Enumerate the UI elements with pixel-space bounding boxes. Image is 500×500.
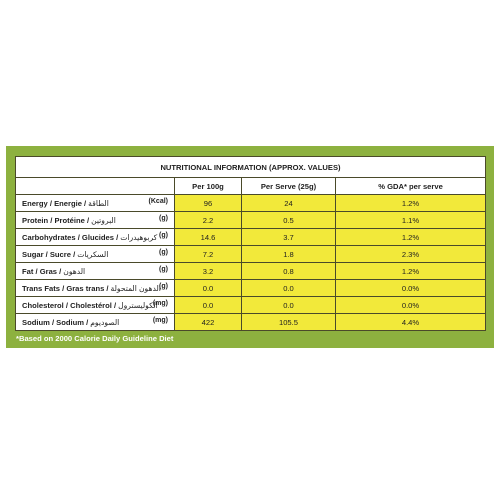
nutrient-arabic: الصوديوم — [90, 317, 120, 327]
table-row: Fat / Gras / الدهون (g) 3.2 0.8 1.2% — [15, 262, 487, 280]
nutrition-table: NUTRITIONAL INFORMATION (APPROX. VALUES)… — [14, 156, 487, 331]
header-per-serve: Per Serve (25g) — [241, 177, 336, 195]
value-per-100g: 422 — [174, 313, 242, 331]
nutrition-panel: NUTRITIONAL INFORMATION (APPROX. VALUES)… — [6, 146, 494, 348]
nutrient-unit: (g) — [159, 266, 168, 273]
value-per-100g: 3.2 — [174, 262, 242, 280]
header-row: Per 100g Per Serve (25g) % GDA* per serv… — [15, 177, 487, 195]
value-gda: 0.0% — [334, 296, 487, 314]
nutrient-unit: (g) — [159, 232, 168, 239]
nutrient-label: Fat / Gras / — [22, 266, 62, 276]
table-row: Carbohydrates / Glucides / كربوهيدرات (g) 1… — [15, 228, 487, 246]
value-per-serve: 105.5 — [241, 313, 336, 331]
nutrient-label: Sugar / Sucre / — [22, 249, 76, 259]
nutrient-label: Sodium / Sodium / — [22, 317, 89, 327]
nutrient-arabic: كربوهيدرات — [120, 232, 158, 242]
nutrient-label: Protein / Protéine / — [22, 215, 90, 225]
value-per-serve: 0.8 — [241, 262, 336, 280]
table-row: Trans Fats / Gras trans / الدهون المتحولة… — [15, 279, 487, 297]
table-row: Protein / Protéine / البروتين (g) 2.2 0.5 1.1… — [15, 211, 487, 229]
value-gda: 0.0% — [334, 279, 487, 297]
nutrient-arabic: الدهون — [63, 266, 86, 276]
nutrient-name: Fat / Gras / الدهون (g) — [15, 262, 175, 280]
nutrient-label: Trans Fats / Gras trans / — [22, 283, 109, 293]
value-gda: 2.3% — [334, 245, 487, 263]
nutrient-unit: (Kcal) — [148, 198, 168, 205]
nutrient-name: Carbohydrates / Glucides / كربوهيدرات (g) — [15, 228, 175, 246]
nutrient-arabic: الدهون المتحولة — [110, 283, 161, 293]
value-per-serve: 3.7 — [241, 228, 336, 246]
nutrient-label: Carbohydrates / Glucides / — [22, 232, 119, 242]
value-per-100g: 2.2 — [174, 211, 242, 229]
nutrient-unit: (mg) — [152, 300, 168, 307]
value-gda: 4.4% — [334, 313, 487, 331]
value-per-serve: 0.0 — [241, 296, 336, 314]
value-gda: 1.1% — [334, 211, 487, 229]
nutrient-unit: (g) — [159, 249, 168, 256]
table-row: Sodium / Sodium / الصوديوم (mg) 422 105.5 4.4… — [15, 313, 487, 331]
nutrient-name: Sodium / Sodium / الصوديوم (mg) — [15, 313, 175, 331]
nutrient-name: Sugar / Sucre / السكريات (g) — [15, 245, 175, 263]
nutrient-name: Cholesterol / Cholestérol / الكوليسترول (m… — [15, 296, 175, 314]
table-title: NUTRITIONAL INFORMATION (APPROX. VALUES) — [14, 156, 487, 178]
header-gda: % GDA* per serve — [334, 177, 487, 195]
nutrient-arabic: الطاقة — [88, 198, 109, 208]
value-per-100g: 96 — [174, 194, 242, 212]
nutrient-unit: (g) — [159, 283, 168, 290]
value-per-serve: 24 — [241, 194, 336, 212]
nutrient-arabic: السكريات — [77, 249, 109, 259]
table-row: Energy / Energie / الطاقة (Kcal) 96 24 1.2% — [15, 194, 487, 212]
nutrient-label: Cholesterol / Cholestérol / — [22, 300, 117, 310]
title-row: NUTRITIONAL INFORMATION (APPROX. VALUES) — [14, 156, 487, 178]
value-per-100g: 0.0 — [174, 279, 242, 297]
nutrient-arabic: الكوليسترول — [118, 300, 158, 310]
nutrient-name: Trans Fats / Gras trans / الدهون المتحولة… — [15, 279, 175, 297]
value-per-100g: 0.0 — [174, 296, 242, 314]
footnote: *Based on 2000 Calorie Daily Guideline D… — [16, 334, 174, 343]
nutrient-name: Protein / Protéine / البروتين (g) — [15, 211, 175, 229]
table-row: Cholesterol / Cholestérol / الكوليسترول (m… — [15, 296, 487, 314]
header-per-100g: Per 100g — [174, 177, 242, 195]
value-per-serve: 1.8 — [241, 245, 336, 263]
nutrient-unit: (mg) — [152, 317, 168, 324]
header-blank — [15, 177, 175, 195]
value-per-100g: 14.6 — [174, 228, 242, 246]
value-gda: 1.2% — [334, 228, 487, 246]
nutrient-rows: Energy / Energie / الطاقة (Kcal) 96 24 1.2% Pr… — [15, 194, 487, 331]
value-per-100g: 7.2 — [174, 245, 242, 263]
value-per-serve: 0.5 — [241, 211, 336, 229]
nutrient-unit: (g) — [159, 215, 168, 222]
value-per-serve: 0.0 — [241, 279, 336, 297]
table-row: Sugar / Sucre / السكريات (g) 7.2 1.8 2.3% — [15, 245, 487, 263]
value-gda: 1.2% — [334, 194, 487, 212]
nutrient-name: Energy / Energie / الطاقة (Kcal) — [15, 194, 175, 212]
nutrient-label: Energy / Energie / — [22, 198, 87, 208]
value-gda: 1.2% — [334, 262, 487, 280]
nutrient-arabic: البروتين — [91, 215, 116, 225]
